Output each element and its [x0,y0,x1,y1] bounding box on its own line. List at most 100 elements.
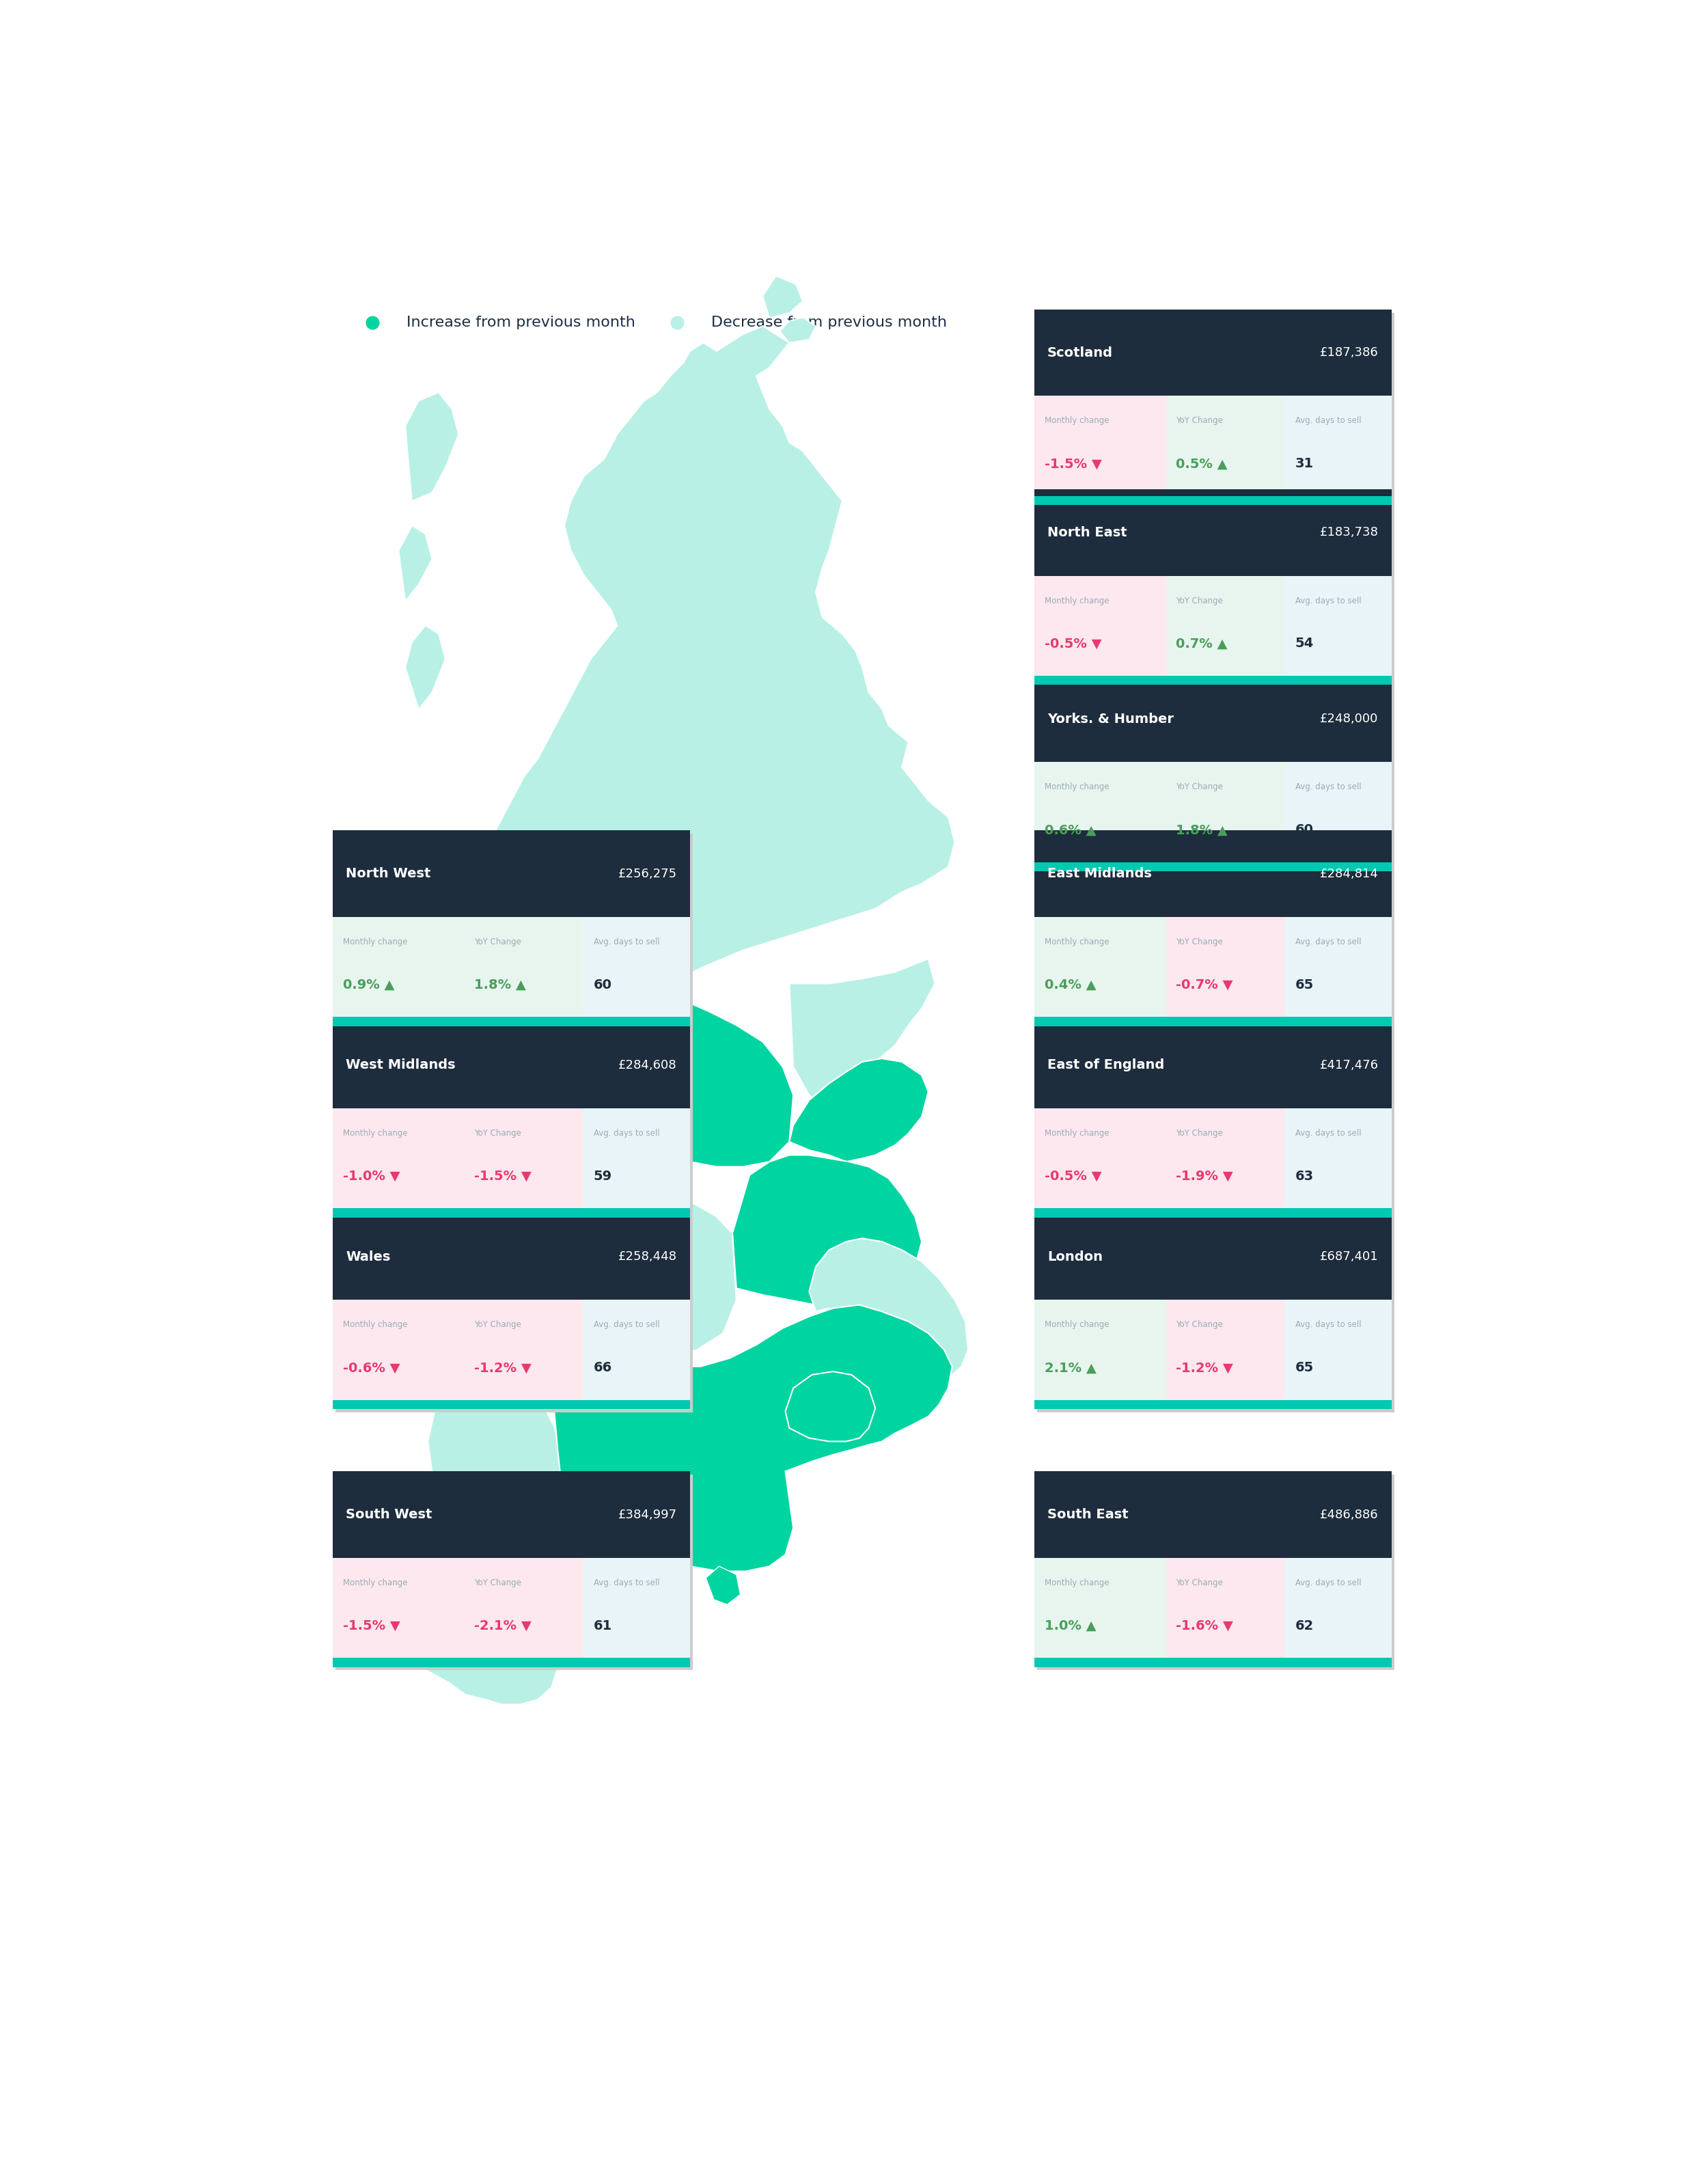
Text: Yorks. & Humber: Yorks. & Humber [1047,713,1173,726]
Text: £256,275: £256,275 [618,867,676,880]
Text: Avg. days to sell: Avg. days to sell [594,1578,659,1587]
Text: South West: South West [345,1509,432,1522]
FancyBboxPatch shape [1284,575,1392,675]
Text: YoY Change: YoY Change [1175,1578,1223,1587]
FancyBboxPatch shape [1035,763,1392,863]
FancyBboxPatch shape [582,1109,690,1209]
Text: -1.5% ▼: -1.5% ▼ [475,1170,531,1183]
Text: £384,997: £384,997 [618,1509,676,1520]
FancyBboxPatch shape [1035,917,1167,1016]
FancyBboxPatch shape [333,1658,690,1667]
Polygon shape [405,393,458,502]
FancyBboxPatch shape [1167,396,1284,495]
Polygon shape [400,525,432,601]
Text: Decrease from previous month: Decrease from previous month [711,316,946,329]
Polygon shape [405,625,446,709]
Text: Avg. days to sell: Avg. days to sell [1295,597,1361,605]
Text: 65: 65 [1295,1362,1313,1375]
Text: Increase from previous month: Increase from previous month [407,316,635,329]
Text: YoY Change: YoY Change [1175,1321,1223,1330]
FancyBboxPatch shape [1035,1109,1167,1209]
Text: London: London [1047,1250,1103,1263]
FancyBboxPatch shape [1035,575,1392,675]
FancyBboxPatch shape [335,1217,693,1412]
Text: -1.2% ▼: -1.2% ▼ [475,1362,531,1375]
FancyBboxPatch shape [1167,917,1284,1016]
FancyBboxPatch shape [333,1213,690,1299]
FancyBboxPatch shape [465,917,582,1016]
FancyBboxPatch shape [465,1559,582,1658]
FancyBboxPatch shape [582,917,690,1016]
Text: 60: 60 [594,979,611,992]
Text: East Midlands: East Midlands [1047,867,1151,880]
Text: North East: North East [1047,525,1127,538]
Text: YoY Change: YoY Change [1175,783,1223,791]
FancyBboxPatch shape [1035,1299,1167,1399]
FancyBboxPatch shape [1037,835,1394,1029]
Text: -0.6% ▼: -0.6% ▼ [343,1362,400,1375]
FancyBboxPatch shape [1167,1559,1284,1658]
FancyBboxPatch shape [1284,1299,1392,1399]
FancyBboxPatch shape [333,1109,465,1209]
FancyBboxPatch shape [1037,1217,1394,1412]
FancyBboxPatch shape [465,1299,582,1399]
FancyBboxPatch shape [1035,675,1392,763]
Text: 0.6% ▲: 0.6% ▲ [1045,824,1097,837]
Text: Monthly change: Monthly change [1045,1129,1108,1137]
Polygon shape [552,1306,951,1572]
Text: -1.9% ▼: -1.9% ▼ [1175,1170,1233,1183]
FancyBboxPatch shape [1035,1209,1392,1217]
FancyBboxPatch shape [333,1109,690,1209]
FancyBboxPatch shape [333,1399,690,1410]
Text: East of England: East of England [1047,1059,1165,1072]
Polygon shape [810,1239,968,1375]
Text: £187,386: £187,386 [1320,346,1378,359]
FancyBboxPatch shape [1037,313,1394,508]
Text: 0.7% ▲: 0.7% ▲ [1175,638,1228,651]
Text: 2.1% ▲: 2.1% ▲ [1045,1362,1097,1375]
Text: 59: 59 [594,1170,611,1183]
FancyBboxPatch shape [1167,763,1284,863]
Text: West Midlands: West Midlands [345,1059,456,1072]
FancyBboxPatch shape [1037,1025,1394,1222]
Text: £486,886: £486,886 [1320,1509,1378,1520]
Text: Monthly change: Monthly change [343,1321,408,1330]
Text: Avg. days to sell: Avg. days to sell [1295,417,1361,426]
FancyBboxPatch shape [1035,309,1392,396]
FancyBboxPatch shape [1037,1474,1394,1671]
FancyBboxPatch shape [1035,396,1167,495]
Text: Monthly change: Monthly change [1045,597,1108,605]
Text: Avg. days to sell: Avg. days to sell [1295,938,1361,947]
Text: -1.2% ▼: -1.2% ▼ [1175,1362,1233,1375]
Text: £183,738: £183,738 [1320,525,1378,538]
FancyBboxPatch shape [1035,1399,1392,1410]
Text: £687,401: £687,401 [1320,1250,1378,1263]
FancyBboxPatch shape [1167,1299,1284,1399]
Text: £248,000: £248,000 [1320,713,1378,724]
Text: Monthly change: Monthly change [343,1578,408,1587]
FancyBboxPatch shape [1035,495,1392,506]
Polygon shape [555,1191,736,1362]
Text: YoY Change: YoY Change [475,1578,521,1587]
Text: £284,814: £284,814 [1320,867,1378,880]
FancyBboxPatch shape [333,1299,465,1399]
Text: 66: 66 [594,1362,611,1375]
Text: Monthly change: Monthly change [343,938,408,947]
Polygon shape [340,1487,564,1704]
FancyBboxPatch shape [1035,863,1392,871]
FancyBboxPatch shape [333,1016,690,1027]
Text: 1.8% ▲: 1.8% ▲ [475,979,526,992]
FancyBboxPatch shape [582,1299,690,1399]
Polygon shape [733,1155,922,1306]
Polygon shape [789,958,934,1109]
FancyBboxPatch shape [1035,489,1392,575]
Text: 1.0% ▲: 1.0% ▲ [1045,1619,1097,1632]
Text: Avg. days to sell: Avg. days to sell [594,1321,659,1330]
FancyBboxPatch shape [465,1109,582,1209]
FancyBboxPatch shape [1035,917,1392,1016]
Text: 0.5% ▲: 0.5% ▲ [1175,458,1228,471]
Text: YoY Change: YoY Change [1175,417,1223,426]
Text: 0.9% ▲: 0.9% ▲ [343,979,395,992]
FancyBboxPatch shape [1167,575,1284,675]
FancyBboxPatch shape [1284,763,1392,863]
